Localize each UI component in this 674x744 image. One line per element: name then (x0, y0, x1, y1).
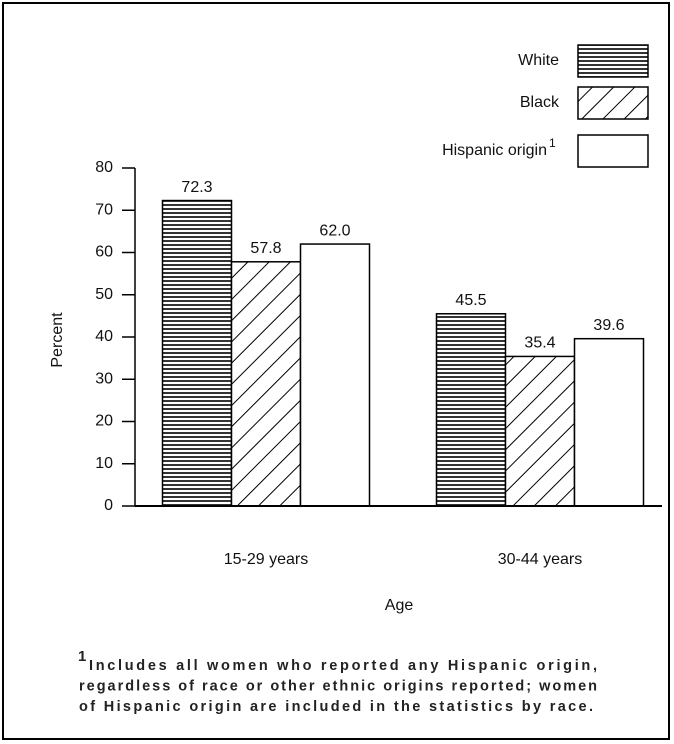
value-label: 39.6 (593, 317, 624, 334)
y-tick-label: 60 (95, 244, 113, 261)
value-label: 72.3 (181, 179, 212, 196)
legend-swatch (577, 44, 649, 78)
bar (573, 337, 645, 507)
y-tick-label: 40 (95, 328, 113, 345)
y-tick-label: 0 (104, 497, 113, 514)
bar (435, 313, 507, 507)
x-tick-label: 15-29 years (224, 551, 309, 568)
footnote-line: of Hispanic origin are included in the s… (79, 699, 593, 715)
value-label: 57.8 (250, 240, 281, 257)
bar (230, 261, 302, 507)
footnote-line: Includes all women who reported any Hisp… (89, 658, 597, 674)
y-axis-label: Percent (49, 312, 66, 368)
x-tick-label: 30-44 years (498, 551, 583, 568)
footnote-marker: 1 (78, 648, 86, 665)
legend-footnote-marker: 1 (549, 136, 556, 150)
value-label: 35.4 (524, 335, 555, 352)
legend-name: Hispanic origin (442, 142, 547, 159)
bar (504, 355, 576, 507)
x-axis-label: Age (385, 597, 414, 614)
y-tick-label: 10 (95, 455, 113, 472)
y-tick-label: 30 (95, 370, 113, 387)
y-tick-label: 20 (95, 413, 113, 430)
legend-label: Black (520, 94, 560, 111)
bar (299, 243, 371, 507)
y-tick-label: 50 (95, 286, 113, 303)
footnote-line: regardless of race or other ethnic origi… (79, 678, 597, 694)
legend-swatch (577, 134, 649, 168)
bar (161, 199, 233, 507)
legend-swatch (577, 86, 649, 120)
value-label: 45.5 (455, 292, 486, 309)
legend-label: Hispanic origin (442, 142, 547, 159)
y-tick-label: 80 (95, 159, 113, 176)
y-tick-label: 70 (95, 201, 113, 218)
legend-name: Black (520, 94, 560, 111)
legend-name: White (518, 52, 559, 69)
legend-label: White (518, 52, 559, 69)
value-label: 62.0 (319, 222, 350, 239)
